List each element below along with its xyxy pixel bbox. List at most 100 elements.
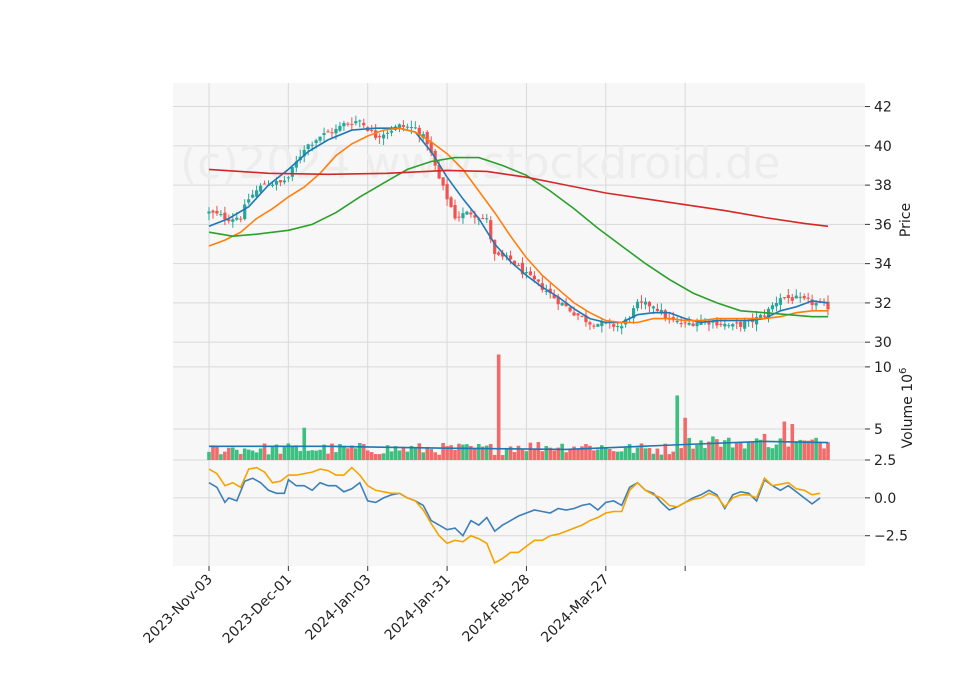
candle-body (584, 315, 588, 323)
volume-bar (548, 447, 553, 460)
volume-bar (405, 451, 410, 460)
candle-body (441, 177, 445, 186)
candle-body (235, 217, 239, 220)
candle-body (274, 181, 279, 185)
candle-body (243, 204, 247, 220)
volume-bar (278, 453, 283, 460)
x-tick-label: 2024-Feb-28 (459, 572, 533, 646)
volume-bar (627, 444, 632, 460)
oscillator-axis-tick-label: 0.0 (874, 491, 896, 507)
candle-body (786, 295, 790, 299)
volume-bar (699, 440, 703, 460)
volume-bar (207, 451, 211, 460)
volume-bar (258, 448, 263, 460)
volume-bar (675, 395, 680, 460)
volume-bar (758, 439, 763, 460)
candle-body (397, 124, 402, 129)
candle-body (378, 136, 382, 138)
candle-body (588, 322, 592, 325)
candle-body (429, 141, 433, 153)
candle-body (758, 314, 763, 318)
x-tick-label: 2024-Jan-03 (302, 572, 374, 644)
volume-bar (417, 443, 422, 460)
volume-bar (711, 436, 715, 460)
candle-body (481, 218, 485, 220)
volume-bar (786, 446, 791, 460)
volume-bar (703, 448, 707, 460)
volume-bar (766, 447, 771, 460)
volume-bar (338, 444, 342, 460)
candle-body (504, 255, 509, 257)
candle-body (655, 308, 659, 312)
candle-body (735, 322, 739, 324)
candle-body (612, 324, 616, 327)
candle-body (461, 213, 465, 219)
volume-bar (377, 454, 382, 460)
candle-body (643, 301, 648, 305)
candle-body (306, 144, 310, 149)
candle-body (592, 325, 596, 327)
moving-average-line-2 (208, 127, 828, 324)
candle-body (564, 302, 568, 307)
candle-body (774, 303, 779, 307)
candle-body (489, 220, 493, 240)
volume-average-line (209, 440, 829, 451)
volume-bar (603, 447, 608, 460)
volume-bar (655, 448, 660, 460)
volume-bar (302, 427, 307, 460)
volume-bar (215, 445, 219, 460)
volume-bar (564, 452, 568, 460)
candle-body (247, 199, 251, 203)
volume-bar (480, 446, 485, 460)
volume-bar (814, 437, 818, 460)
volume-bar (453, 449, 457, 460)
candle-body (528, 271, 533, 276)
volume-bar (484, 445, 489, 460)
volume-bar (477, 443, 481, 460)
volume-bar (552, 450, 557, 460)
candle-body (743, 321, 747, 329)
volume-bar (310, 450, 314, 460)
volume-axis-tick-label: 5 (874, 422, 883, 438)
volume-bar (524, 451, 529, 460)
candle-body (278, 180, 283, 183)
moving-average-line-3 (208, 156, 828, 318)
volume-bar (274, 444, 279, 460)
volume-bar (810, 439, 814, 460)
candle-body (453, 205, 457, 219)
candle-body (354, 121, 358, 124)
volume-bar (782, 421, 787, 460)
candle-body (282, 180, 286, 183)
volume-bar (242, 448, 247, 460)
volume-bar (429, 449, 434, 460)
candle-body (219, 214, 223, 216)
volume-bar (385, 445, 390, 460)
volume-bar (512, 452, 517, 460)
volume-bar (774, 444, 779, 460)
candle-body (814, 303, 818, 306)
candle-body (294, 161, 298, 168)
volume-bar (607, 448, 612, 460)
volume-bar (445, 446, 449, 460)
candle-body (810, 299, 814, 305)
volume-bar (560, 443, 564, 460)
candle-body (215, 210, 219, 214)
candle-body (663, 310, 667, 319)
volume-bar (734, 443, 739, 460)
volume-bar (488, 443, 493, 460)
volume-axis-tick-label: 10 (874, 360, 892, 376)
candle-body (548, 288, 552, 294)
volume-bar (576, 449, 580, 460)
volume-bar (580, 446, 584, 460)
candle-body (596, 324, 600, 327)
volume-bar (369, 452, 374, 460)
candle-body (342, 123, 346, 127)
volume-bar (270, 446, 275, 460)
candle-body (762, 315, 767, 317)
oscillator-line-1 (208, 477, 821, 538)
candle-body (417, 127, 421, 136)
volume-bar (611, 451, 616, 460)
volume-bar (500, 455, 505, 460)
